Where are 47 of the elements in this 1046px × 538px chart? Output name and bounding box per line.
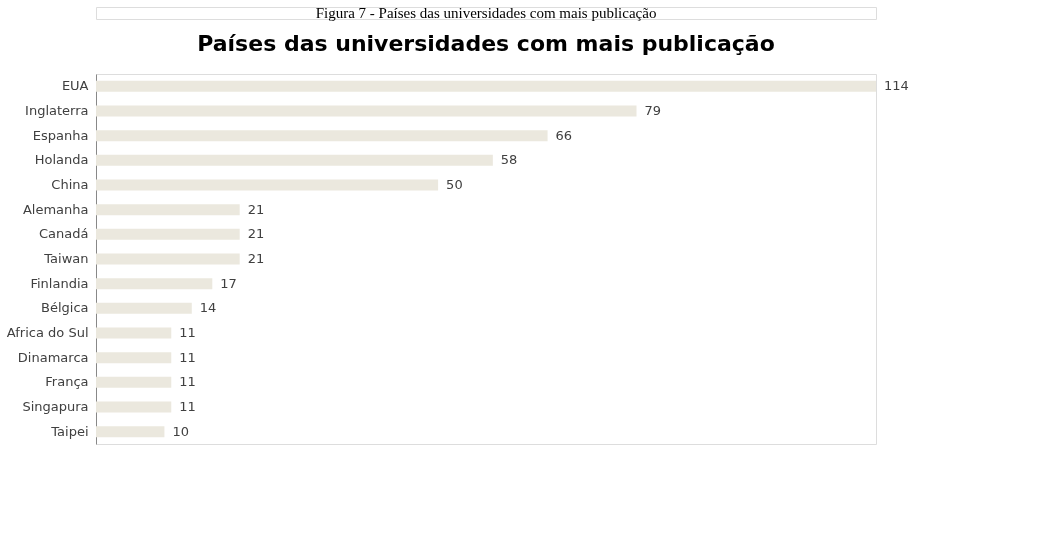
- y-tick-label: Dinamarca: [17, 349, 89, 365]
- data-label: 11: [179, 399, 196, 414]
- bar: [96, 352, 172, 364]
- bar: [96, 327, 172, 339]
- y-tick-label: Africa do Sul: [6, 325, 89, 340]
- data-label: 10: [172, 423, 189, 439]
- data-label: 21: [247, 251, 265, 266]
- bar: [96, 426, 165, 438]
- y-tick-label: França: [45, 374, 89, 390]
- bar: [96, 376, 172, 388]
- data-label: 21: [247, 201, 265, 217]
- data-label: 79: [644, 103, 662, 118]
- y-tick-label: Finlandia: [30, 275, 89, 291]
- y-tick-label: Alemanha: [22, 201, 89, 217]
- text: Figura 7 - Países das universidades com mais publicação: [315, 5, 657, 21]
- data-label: 58: [500, 152, 518, 168]
- y-tick-label: EUA: [61, 78, 89, 94]
- data-label: 66: [555, 127, 573, 143]
- bar: [96, 130, 548, 142]
- data-label: 14: [199, 300, 217, 316]
- bar: [96, 253, 240, 265]
- data-label: 11: [179, 374, 196, 390]
- y-tick-label: Bélgica: [40, 300, 89, 316]
- y-tick-label: Holanda: [34, 152, 89, 168]
- y-tick-label: Canadá: [39, 226, 89, 242]
- data-label: 17: [220, 275, 237, 291]
- bar: [96, 278, 213, 290]
- bar: [96, 154, 493, 166]
- bar: [96, 80, 876, 92]
- y-tick-label: Espanha: [32, 127, 89, 143]
- bar: [96, 228, 240, 240]
- chart-title: Países das universidades com mais publicação: [197, 31, 775, 56]
- data-label: 114: [884, 78, 909, 94]
- data-label: 11: [179, 325, 196, 340]
- bar: [96, 105, 637, 117]
- bar: [96, 401, 172, 413]
- data-label: 11: [179, 349, 196, 365]
- y-tick-label: Singapura: [22, 399, 89, 414]
- bar: [96, 179, 439, 191]
- y-tick-label: Inglaterra: [25, 103, 89, 118]
- y-tick-label: Taiwan: [43, 251, 89, 266]
- bar: [96, 204, 240, 216]
- bar: [96, 302, 192, 314]
- data-label: 21: [247, 226, 265, 242]
- y-tick-label: Taipei: [50, 423, 89, 439]
- data-label: 50: [446, 177, 463, 192]
- y-tick-label: China: [51, 177, 89, 192]
